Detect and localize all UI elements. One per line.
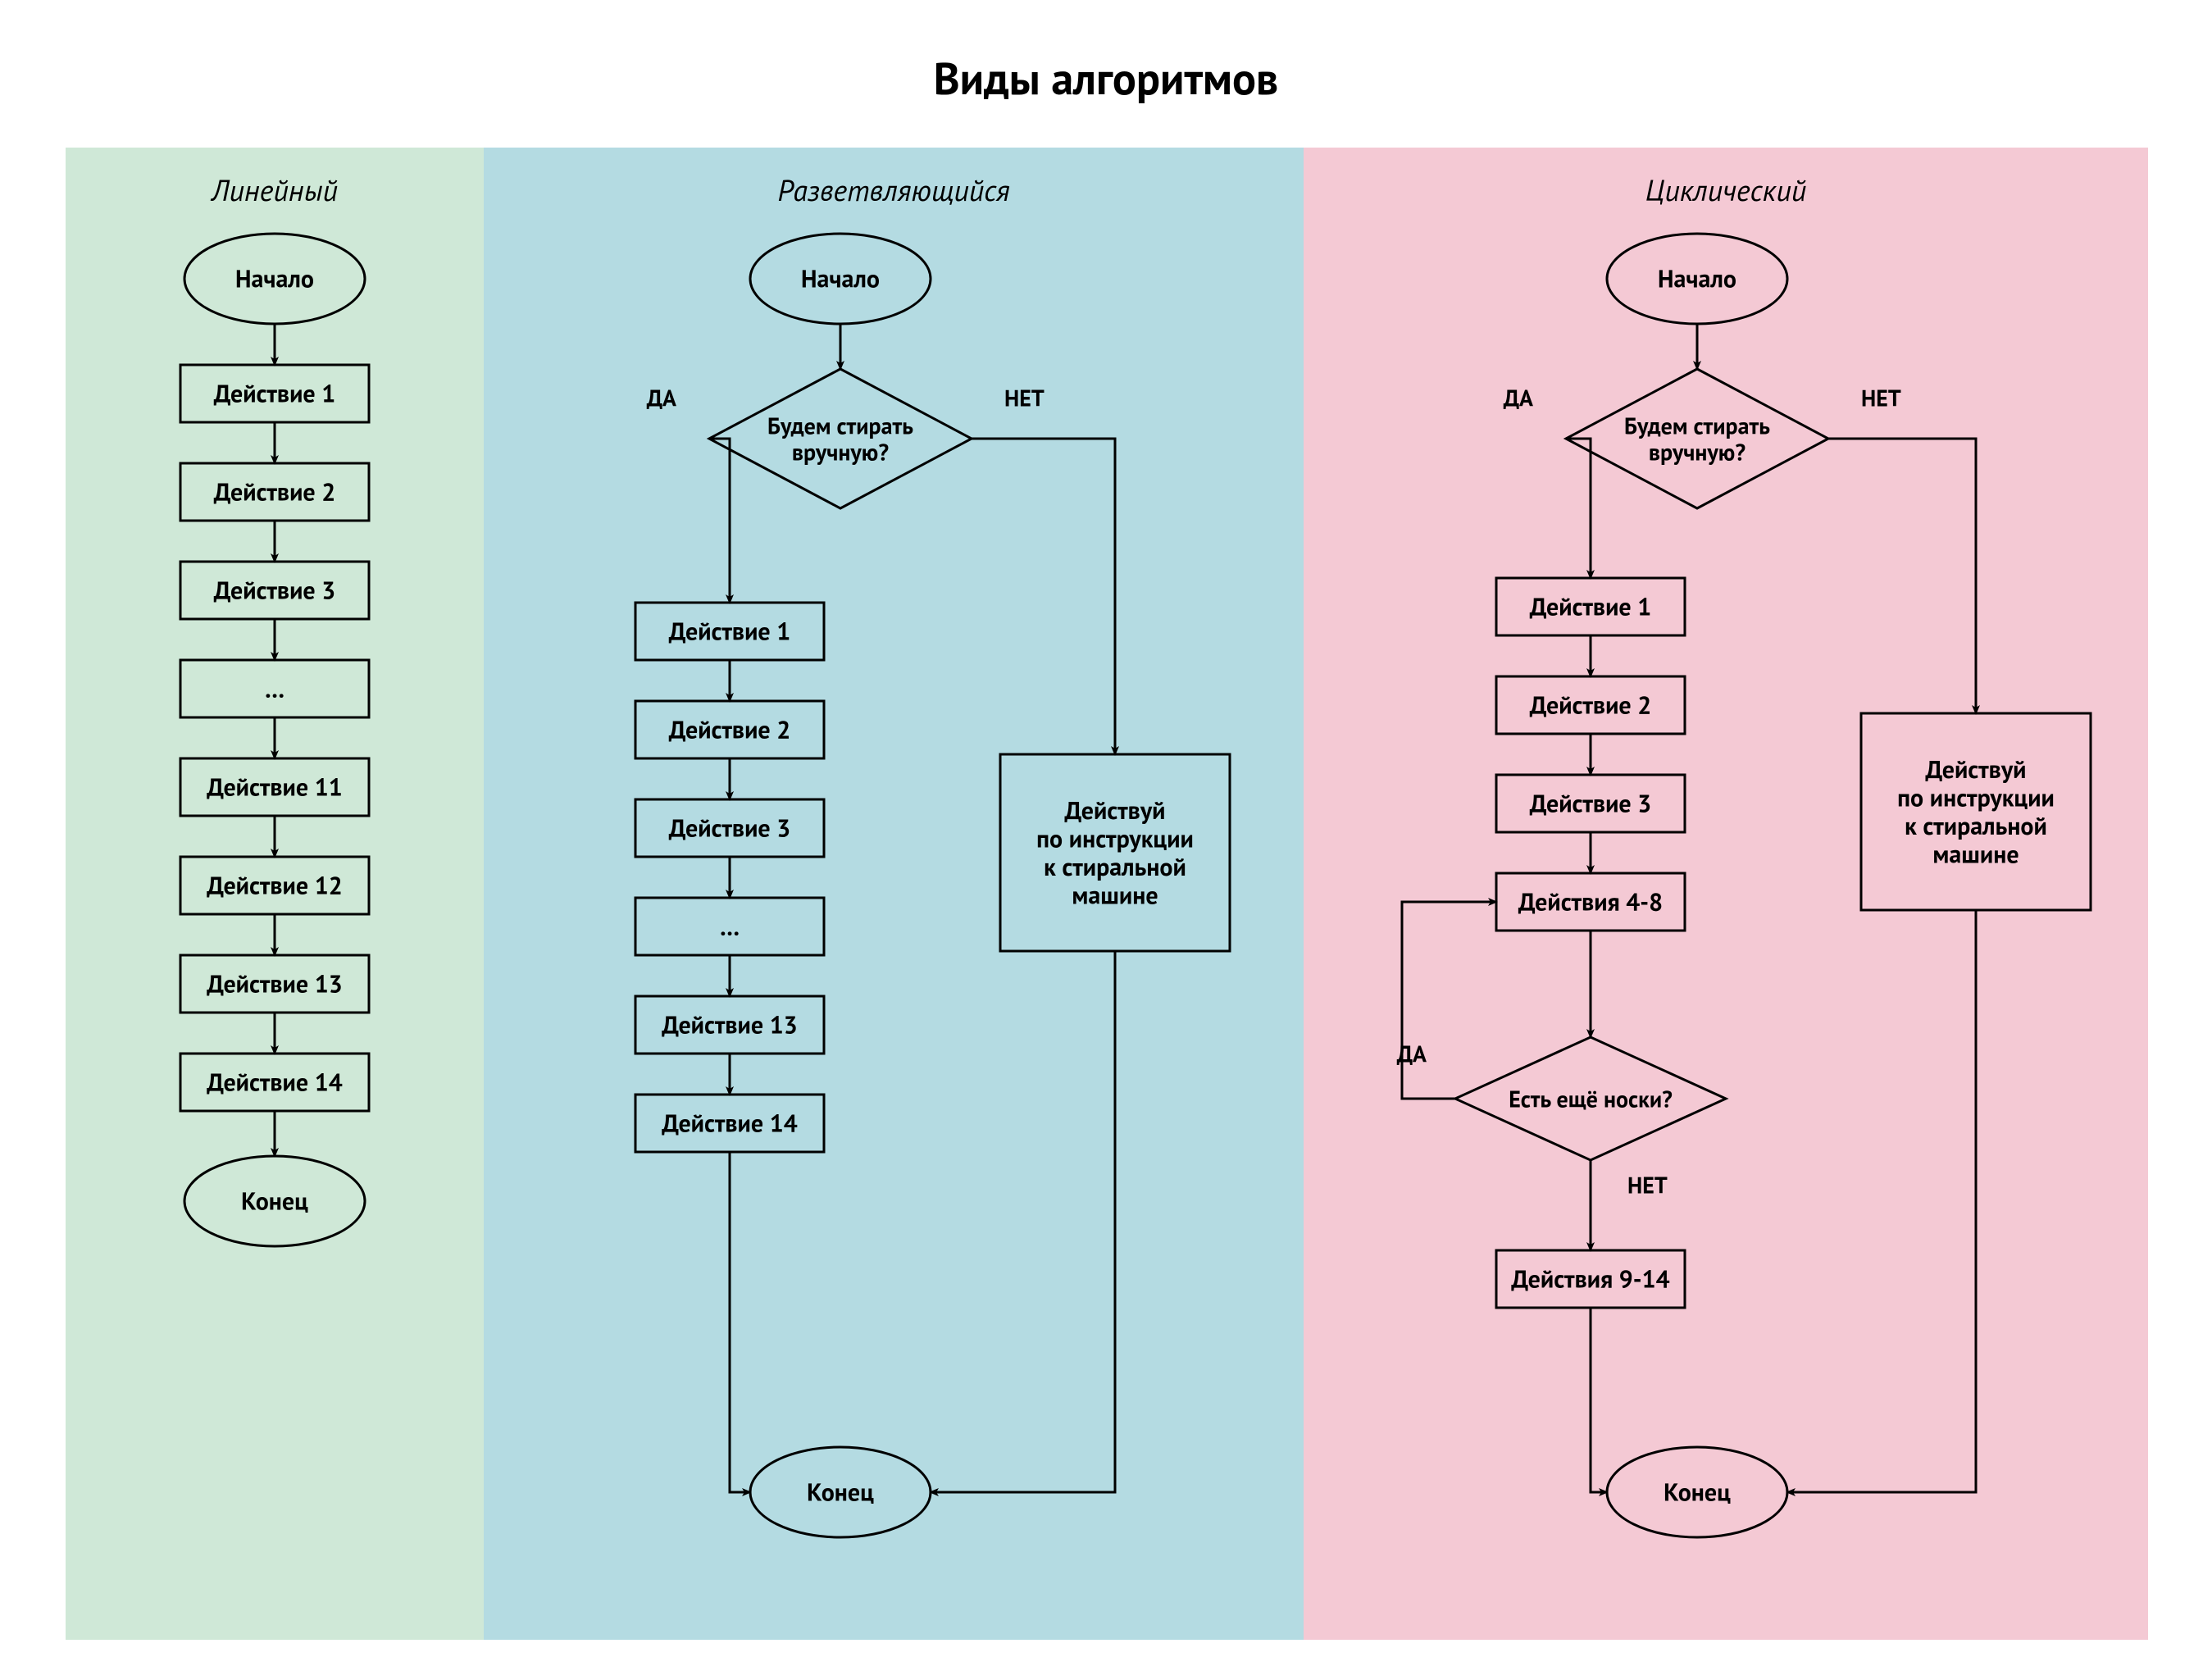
right-instruction-box-label: Действуй [1064,794,1165,826]
action-box-7-label: Действие 14 [207,1067,343,1099]
page-title: Виды алгоритмов [0,49,2212,107]
connector [931,951,1115,1492]
left-box-4-label: Действие 13 [662,1009,798,1041]
subtitle-cyclic: Циклический [1304,171,2148,209]
right-instruction-box-label: к стиральной [1905,810,2047,842]
label-no1: НЕТ [1861,383,1901,413]
label-yes: ДА [647,383,676,413]
label-no2: НЕТ [1627,1170,1668,1200]
terminal-start-label: Начало [1658,263,1736,295]
right-instruction-box-label: по инструкции [1897,781,2055,813]
right-instruction-box-label: машине [1932,838,2019,870]
left-box-bottom-label: Действия 9-14 [1511,1263,1669,1295]
decision-more-socks-label: Есть ещё носки? [1509,1084,1673,1114]
connector [972,439,1115,754]
subtitle-linear: Линейный [66,171,484,209]
left-box-1-label: Действие 2 [1530,690,1652,721]
label-no: НЕТ [1004,383,1045,413]
decision-wash-label: вручную? [792,437,889,467]
left-box-0-label: Действие 1 [669,616,791,648]
flowchart-linear: Начало Действие 1 Действие 2 Действие 3 … Дей… [66,148,484,1640]
panels-row: Линейный Начало Действие 1 Действие 2 Дейст… [66,148,2148,1640]
left-box-0-label: Действие 1 [1530,591,1652,623]
connector [1566,439,1591,578]
terminal-end-label: Конец [1664,1477,1731,1509]
action-box-4-label: Действие 11 [207,772,343,803]
subtitle-branching: Разветвляющийся [484,171,1304,209]
right-instruction-box-label: к стиральной [1044,851,1186,883]
terminal-start-label: Начало [801,263,880,295]
connector [1787,910,1976,1492]
right-instruction-box-label: по инструкции [1036,822,1194,854]
panel-linear: Линейный Начало Действие 1 Действие 2 Дейст… [66,148,484,1640]
connector [1402,902,1496,1099]
left-box-5-label: Действие 14 [662,1108,798,1140]
left-box-1-label: Действие 2 [669,714,791,746]
connector [709,439,730,603]
action-box-1-label: Действие 2 [214,476,336,508]
left-box-3-label: … [720,911,740,943]
action-box-3-label: … [265,673,284,705]
decision-wash-label: вручную? [1649,437,1745,467]
panel-cyclic: Циклический НачалоБудем стиратьвручную?Д… [1304,148,2148,1640]
connector [1591,1308,1607,1492]
terminal-end-label: Конец [807,1477,874,1509]
action-box-2-label: Действие 3 [214,575,336,607]
panel-branching: Разветвляющийся НачалоБудем стиратьвручн… [484,148,1304,1640]
label-yes1: ДА [1504,383,1533,413]
flowchart-cyclic: НачалоБудем стиратьвручную?ДАНЕТДействие… [1304,148,2148,1640]
page: Виды алгоритмов Линейный Начало Действие … [0,0,2212,1666]
flowchart-branching: НачалоБудем стиратьвручную?ДАНЕТДействие… [484,148,1304,1640]
connector [730,1152,750,1492]
left-box-2-label: Действие 3 [669,813,791,844]
left-box-3-label: Действия 4-8 [1518,886,1663,918]
action-box-6-label: Действие 13 [207,968,343,1000]
terminal-end-label: Конец [241,1186,308,1218]
right-instruction-box-label: машине [1072,879,1158,911]
action-box-5-label: Действие 12 [207,870,343,902]
right-instruction-box-label: Действуй [1925,753,2026,785]
left-box-2-label: Действие 3 [1530,788,1652,820]
connector [1828,439,1976,713]
action-box-0-label: Действие 1 [214,378,336,410]
terminal-start-label: Начало [235,263,314,295]
